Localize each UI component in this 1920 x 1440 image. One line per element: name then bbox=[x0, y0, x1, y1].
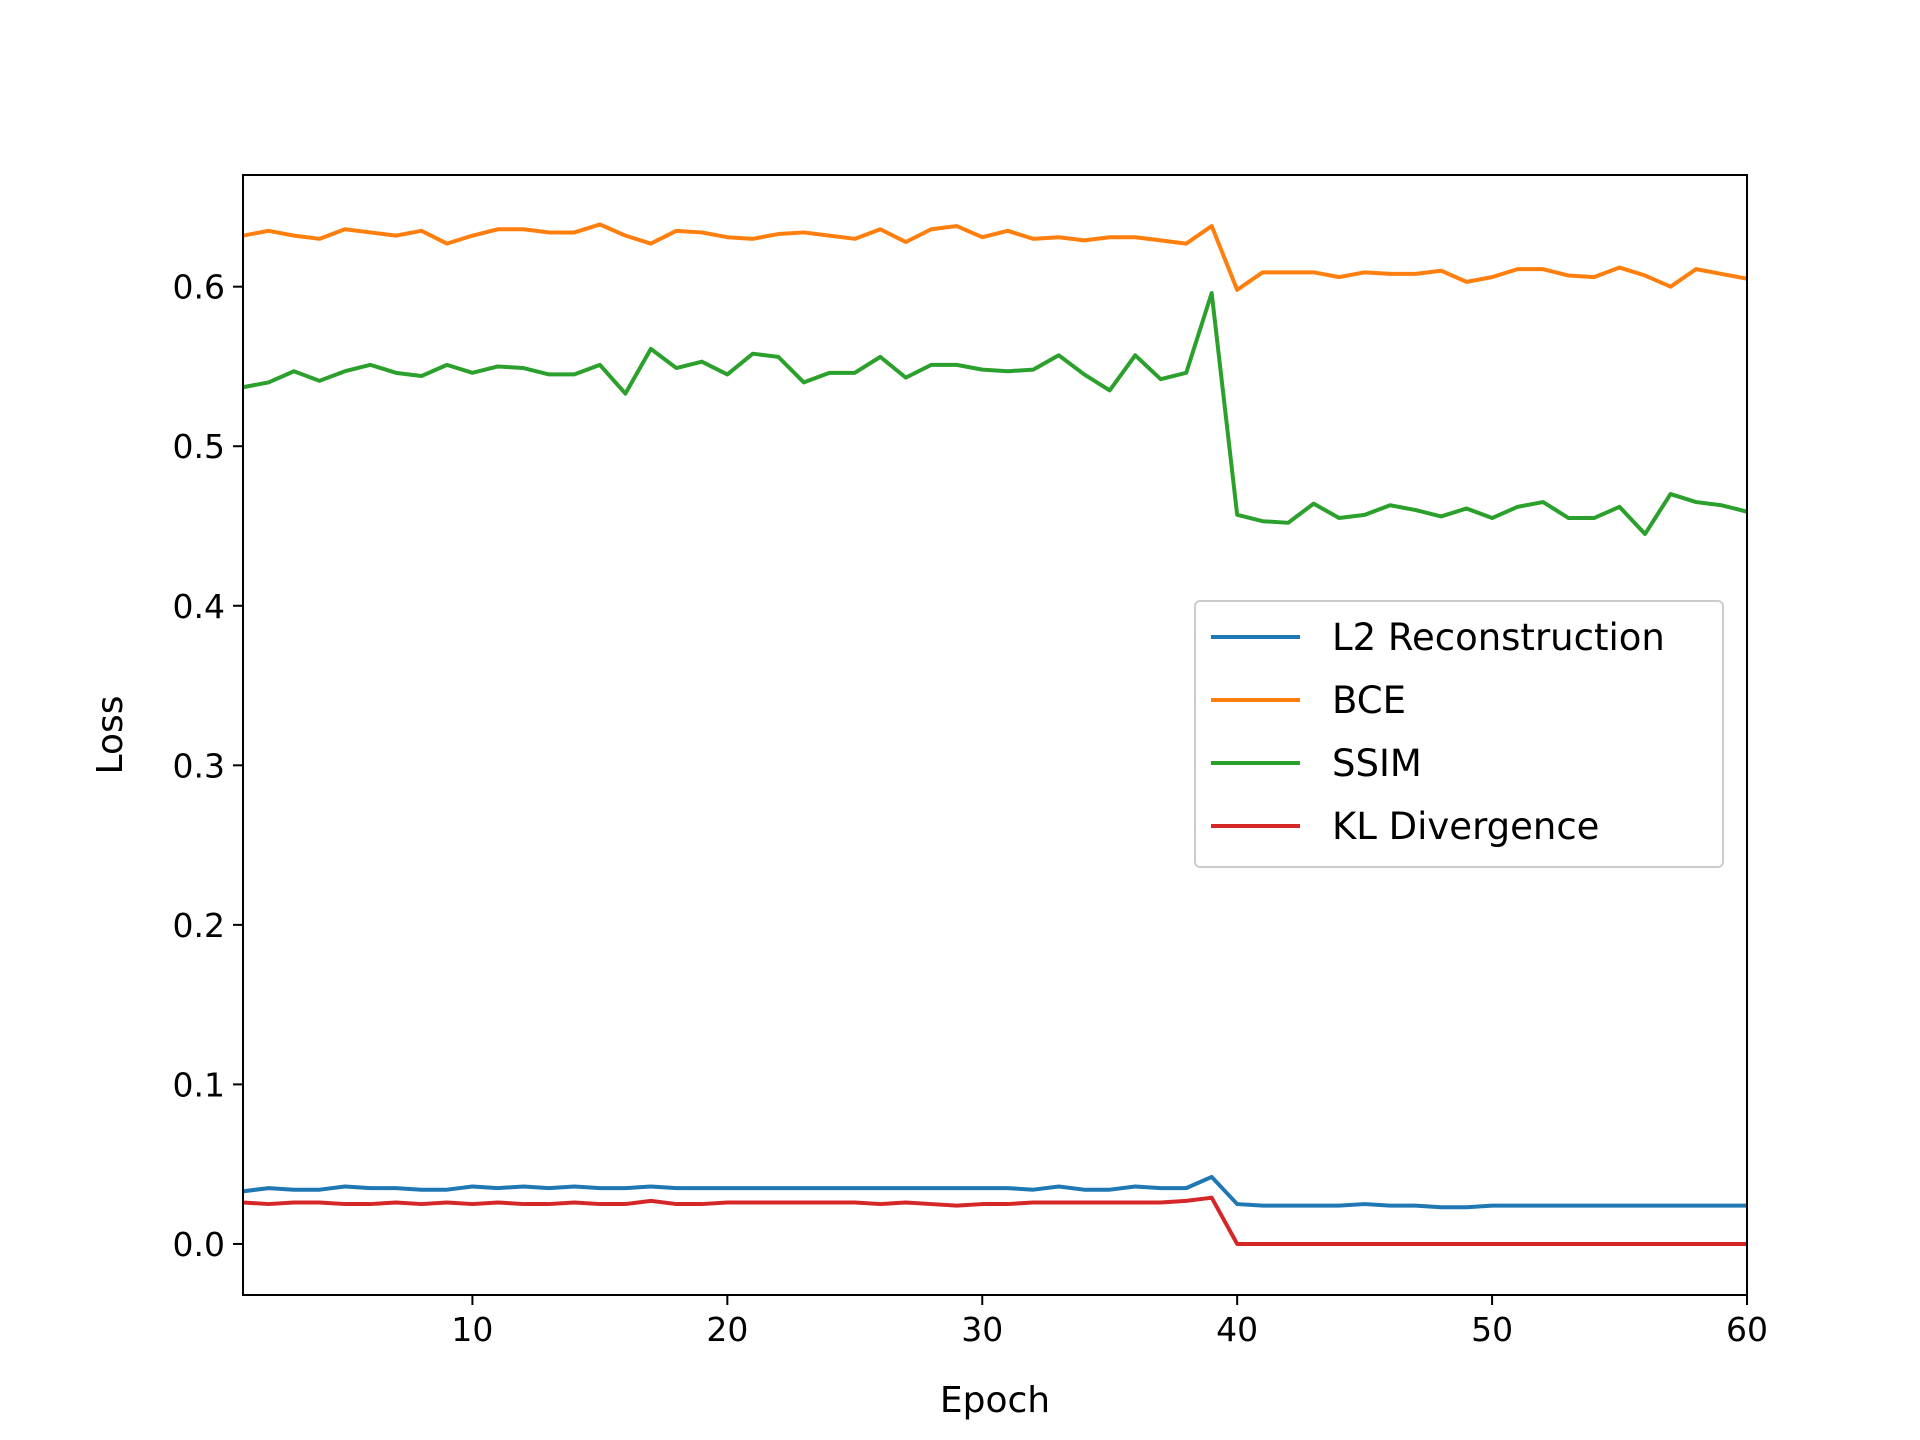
plot-area bbox=[243, 222, 1747, 1246]
x-tick-label: 50 bbox=[1471, 1310, 1513, 1349]
legend-label: BCE bbox=[1332, 679, 1406, 722]
legend-label: SSIM bbox=[1332, 742, 1422, 785]
x-axis-label: Epoch bbox=[940, 1380, 1050, 1421]
y-tick-label: 0.2 bbox=[173, 906, 225, 945]
legend-item-kl-divergence: KL Divergence bbox=[1211, 805, 1599, 848]
legend-item-bce: BCE bbox=[1211, 679, 1406, 722]
legend-label: L2 Reconstruction bbox=[1332, 616, 1665, 659]
axes-frame bbox=[242, 174, 1748, 1296]
series-line-bce bbox=[243, 222, 1747, 292]
y-axis-label: Loss bbox=[90, 696, 131, 775]
y-tick-label: 0.6 bbox=[173, 268, 225, 307]
x-tick-label: 30 bbox=[961, 1310, 1003, 1349]
y-tick-label: 0.1 bbox=[173, 1065, 225, 1104]
legend-item-l2-reconstruction: L2 Reconstruction bbox=[1211, 616, 1665, 659]
series-line-ssim bbox=[243, 291, 1747, 536]
legend-item-ssim: SSIM bbox=[1211, 742, 1422, 785]
legend-frame bbox=[1194, 600, 1724, 868]
y-tick-label: 0.0 bbox=[173, 1225, 225, 1264]
axes: 10 20 30 40 50 60 0.0 0.1 0.2 0.3 0.4 0.5 0.6 bbox=[173, 174, 1768, 1349]
x-tick-label: 10 bbox=[451, 1310, 493, 1349]
legend: L2 Reconstruction BCE SSIM KL Divergence bbox=[1194, 600, 1724, 868]
series-lines bbox=[243, 222, 1747, 1246]
x-tick-label: 60 bbox=[1726, 1310, 1768, 1349]
legend-label: KL Divergence bbox=[1332, 805, 1599, 848]
x-tick-label: 20 bbox=[706, 1310, 748, 1349]
series-line-kl-divergence bbox=[243, 1195, 1747, 1246]
x-tick-label: 40 bbox=[1216, 1310, 1258, 1349]
y-tick-label: 0.5 bbox=[173, 427, 225, 466]
series-line-l2-reconstruction bbox=[243, 1174, 1747, 1210]
y-tick-label: 0.3 bbox=[173, 746, 225, 785]
y-tick-label: 0.4 bbox=[173, 587, 225, 626]
